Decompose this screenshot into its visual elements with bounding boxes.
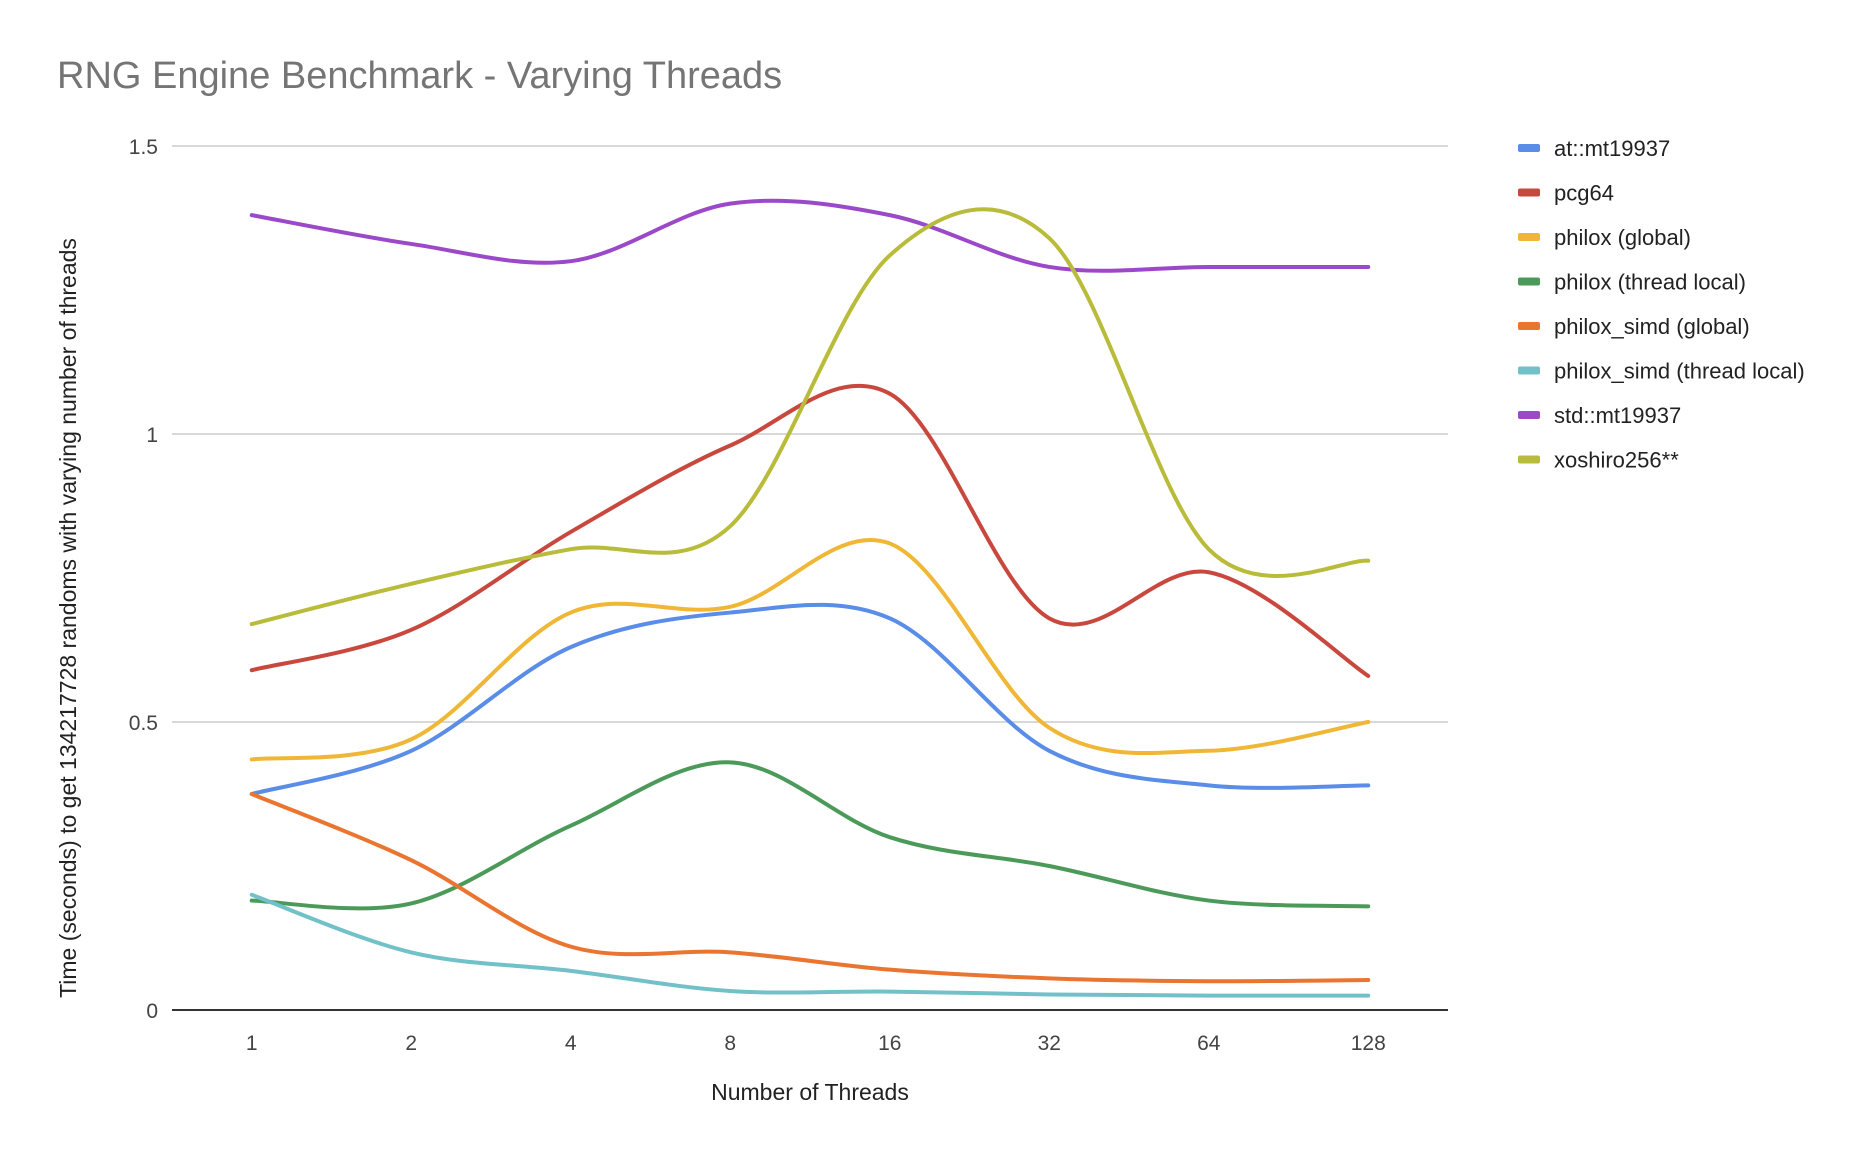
series-line-std-mt19937 [249,198,1371,273]
x-tick-label: 16 [878,1032,901,1055]
legend-label: philox_simd (thread local) [1554,359,1805,384]
x-tick-label: 2 [405,1032,417,1055]
legend-label: std::mt19937 [1554,403,1681,428]
gridlines [172,145,1448,723]
legend-swatch [1518,188,1540,197]
legend-label: philox_simd (global) [1554,314,1750,339]
series-line-pcg64 [249,383,1371,678]
legend-label: xoshiro256** [1554,448,1679,473]
legend-label: philox (global) [1554,225,1691,250]
x-tick-label: 128 [1351,1032,1386,1055]
legend-swatch [1518,411,1540,419]
y-tick-label: 0 [146,1000,158,1023]
y-tick-label: 1 [146,424,158,447]
series-line-philox-simd-global [249,792,1371,984]
y-axis-ticks: 0 0.5 1 1.5 [129,136,158,1023]
series-line-philox-thread-local [249,760,1371,911]
x-tick-label: 64 [1197,1032,1221,1055]
legend-swatch [1518,144,1540,152]
series-line-xoshiro256 [249,207,1371,627]
chart-title: RNG Engine Benchmark - Varying Threads [57,55,782,97]
legend-label: pcg64 [1554,181,1614,206]
legend-label: at::mt19937 [1554,136,1670,161]
x-tick-label: 8 [724,1032,736,1055]
y-axis-title: Time (seconds) to get 134217728 randoms … [55,238,81,998]
series-line-at-mt19937 [249,602,1371,796]
legend-swatch [1518,233,1540,241]
legend-label: philox (thread local) [1554,270,1746,295]
x-axis-ticks: 1 2 4 8 16 32 64 128 [246,1032,1386,1055]
series-line-philox-global [249,537,1371,762]
y-tick-label: 1.5 [129,136,158,159]
legend-swatch [1518,366,1540,375]
legend-swatch [1518,322,1540,330]
x-tick-label: 4 [565,1032,577,1055]
x-axis-title: Number of Threads [711,1079,909,1105]
legend-swatch [1518,277,1540,286]
y-tick-label: 0.5 [129,712,158,735]
x-tick-label: 32 [1038,1032,1061,1055]
x-tick-label: 1 [246,1032,258,1055]
legend-swatch [1518,455,1540,464]
series-line-philox-simd-thread-local [249,892,1371,998]
series-lines [249,198,1371,998]
